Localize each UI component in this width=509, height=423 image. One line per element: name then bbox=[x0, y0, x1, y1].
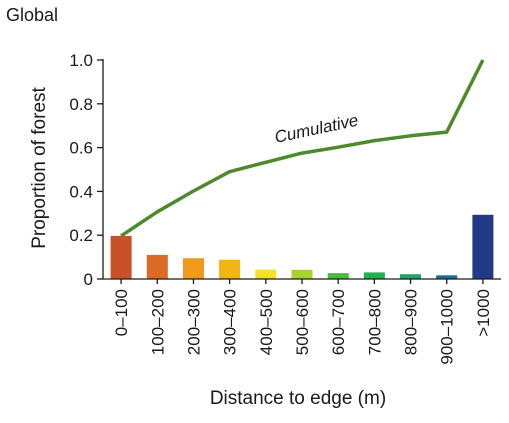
y-tick-label: 0.4 bbox=[69, 182, 93, 201]
y-tick-label: 0 bbox=[84, 270, 93, 289]
bar-9 bbox=[400, 274, 421, 279]
bar-11 bbox=[472, 214, 494, 279]
bar-4 bbox=[219, 259, 241, 279]
panel-title: Global bbox=[6, 5, 59, 25]
x-tick-label: 600–700 bbox=[329, 289, 348, 355]
x-tick-label: 400–500 bbox=[257, 289, 276, 355]
x-tick-label: 100–200 bbox=[148, 289, 167, 355]
x-tick-label: 900–1000 bbox=[438, 289, 457, 365]
y-tick-label: 0.6 bbox=[69, 139, 93, 158]
bar-8 bbox=[363, 272, 385, 279]
y-tick-label: 0.8 bbox=[69, 95, 93, 114]
y-axis-title: Proportion of forest bbox=[29, 86, 50, 248]
x-tick-label: 500–600 bbox=[293, 289, 312, 355]
x-tick-label: 300–400 bbox=[221, 289, 240, 355]
bar-7 bbox=[327, 273, 349, 279]
x-tick-label: 0–100 bbox=[112, 289, 131, 336]
cumulative-line bbox=[120, 59, 485, 238]
bar-3 bbox=[183, 258, 204, 279]
x-axis-title: Distance to edge (m) bbox=[210, 388, 386, 409]
bar-10 bbox=[436, 275, 458, 279]
x-tick-label: >1000 bbox=[474, 289, 493, 337]
bar-2 bbox=[146, 254, 168, 279]
bar-1 bbox=[110, 235, 132, 279]
bar-6 bbox=[291, 269, 313, 279]
x-tick-label: 800–900 bbox=[402, 289, 421, 355]
bar-5 bbox=[255, 269, 277, 279]
y-tick-label: 0.2 bbox=[69, 226, 93, 245]
x-tick-label: 700–800 bbox=[365, 289, 384, 355]
cumulative-label: Cumulative bbox=[273, 111, 360, 147]
x-tick-label: 200–300 bbox=[185, 289, 204, 355]
y-tick-label: 1.0 bbox=[69, 51, 93, 70]
